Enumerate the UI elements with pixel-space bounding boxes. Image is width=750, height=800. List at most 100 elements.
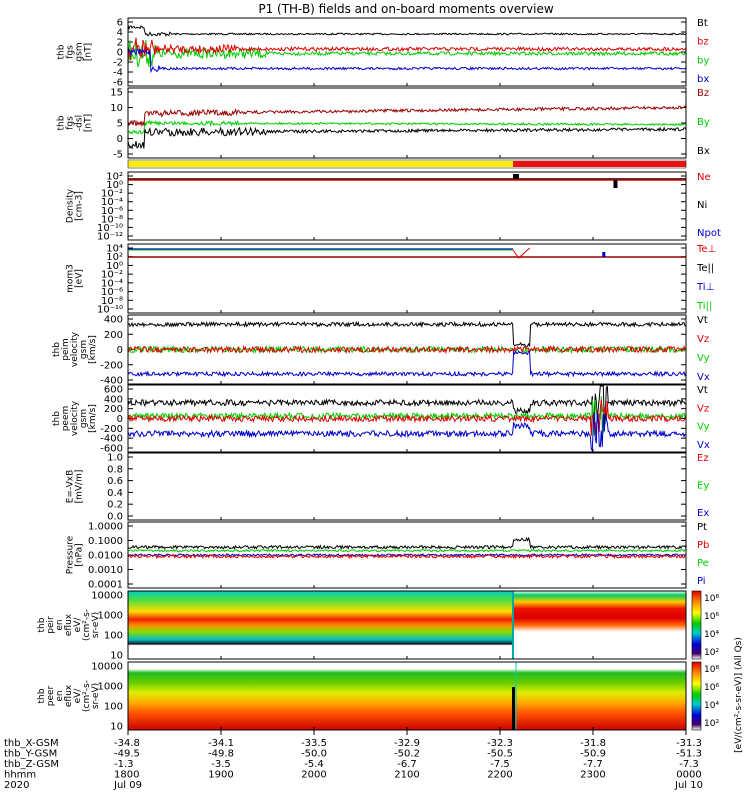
legend-vz-label: Vz <box>697 403 709 414</box>
ylabel-line: [nPa] <box>75 543 85 566</box>
ylabel-line: en <box>55 690 65 701</box>
y-tick-label: -400 <box>100 434 123 445</box>
orbit-value: -50.5 <box>487 749 513 760</box>
orbit-value: 1800 <box>114 770 139 781</box>
panel-2-ylabel: thb fgs -dsl [nT] <box>57 114 94 132</box>
y-tick-label: 15 <box>110 88 123 99</box>
y-tick-label: 10000 <box>91 591 123 602</box>
density-spike <box>613 180 618 188</box>
panel-9-ylabel: thb peir en eflux eV/(cm²-s-sr-eV) <box>37 609 101 641</box>
orbit-value: -50.0 <box>301 749 327 760</box>
orbit-value: -7.3 <box>679 759 699 770</box>
y-tick-label: 10⁻⁴ <box>101 278 123 289</box>
y-tick-label: 0.2 <box>107 500 123 511</box>
series-vx-line <box>127 350 687 378</box>
y-tick-label: 0.0 <box>107 512 123 523</box>
panel-5: thb peim velocity gsm [km/s] 400 200 0 -200 -400 V… <box>52 315 710 387</box>
ylabel-line: thb <box>57 44 67 59</box>
y-tick-label: 10² <box>106 172 123 183</box>
panel-2-lines <box>127 105 687 150</box>
panel-9-spectrogram <box>128 591 686 659</box>
panel-6-lines <box>127 385 687 453</box>
orbit-value: -49.5 <box>114 749 140 760</box>
y-tick-label: 4 <box>117 28 123 39</box>
y-tick-label: 10000 <box>91 662 123 673</box>
panel-1-lines <box>127 24 687 74</box>
ylabel-line: gsm <box>79 340 89 359</box>
panel-7: E=-VxB [mV/m] 1.00.80.60.40.20.0 Ez Ey Ex <box>66 453 710 523</box>
y-tick-label: 0.6 <box>107 476 123 487</box>
y-tick-label: -2 <box>113 58 123 69</box>
ylabel-line: [mV/m] <box>75 470 85 504</box>
legend-pi-label: Pi <box>697 576 706 587</box>
panel-3: Density [cm-3] 10²10⁰10⁻²10⁻⁴10⁻⁶10⁻⁸10⁻¹⁰… <box>66 172 721 243</box>
panel-8-ylabel: Pressure [nPa] <box>66 535 85 574</box>
ylabel-line: [nT] <box>84 43 94 61</box>
series-bz-line <box>127 37 687 61</box>
plot-title: P1 (TH-B) fields and on-board moments ov… <box>258 2 554 16</box>
y-tick-label: 10 <box>110 651 123 662</box>
legend-by-label: By <box>697 117 710 128</box>
orbit-value: 2300 <box>580 770 605 781</box>
panel-1-frame <box>127 17 687 87</box>
legend-by-label: by <box>697 55 709 66</box>
y-tick-label: 10⁻⁶ <box>101 206 123 217</box>
series-vy-line <box>128 396 687 436</box>
y-tick-label: 600 <box>104 385 123 396</box>
y-tick-label: 1000 <box>98 611 123 622</box>
ylabel-line: eflux <box>64 684 74 707</box>
colorbar-tick-label: 10⁸ <box>704 665 719 675</box>
y-tick-label: 400 <box>104 315 123 326</box>
ylabel-line: Density <box>66 188 76 223</box>
y-tick-label: 0 <box>117 48 123 59</box>
ylabel-line: mom3 <box>66 264 76 293</box>
ylabel-line: peir <box>46 616 56 634</box>
orbit-value: 2000 <box>301 770 326 781</box>
colorbar-tick-label: 10² <box>704 648 719 658</box>
mode-segment <box>128 161 514 167</box>
legend-te-label: Te⊥ <box>696 244 716 255</box>
y-tick-label: -200 <box>100 360 123 371</box>
panel-3-ylabel: Density [cm-3] <box>66 188 85 223</box>
series-pt-line <box>127 536 687 550</box>
density-spike <box>513 174 520 179</box>
ylabel-line: eV/ <box>73 617 83 633</box>
y-tick-label: 10⁻⁴ <box>101 197 123 208</box>
legend-bt-label: Bt <box>697 18 708 29</box>
ylabel-line: sr-eV) <box>91 683 101 709</box>
y-tick-label: 0 <box>117 134 123 145</box>
y-tick-label: 10⁴ <box>106 244 123 255</box>
series-bz-line <box>127 105 687 128</box>
panel-10-ylabel: thb peer en eflux eV/(cm²-s-sr-eV) <box>37 680 101 712</box>
panel-10-spectrogram <box>128 662 686 730</box>
orbit-value: -7.7 <box>583 759 603 770</box>
legend-vz-label: Vz <box>697 334 709 345</box>
ylabel-line: (cm²-s- <box>82 680 92 712</box>
series-vx-line <box>127 411 687 453</box>
ylabel-line: (cm²-s- <box>82 609 92 641</box>
series-bx-line <box>127 126 687 150</box>
orbit-row-label: thb_Y-GSM <box>4 749 57 760</box>
orbit-value: -33.5 <box>301 738 327 749</box>
orbit-value: -50.9 <box>580 749 606 760</box>
legend-te-label: Te|| <box>696 263 714 274</box>
temp-spike <box>602 252 606 257</box>
series-vz-line <box>127 399 687 436</box>
orbit-value: Jul 10 <box>674 780 703 791</box>
ylabel-line: velocity <box>70 400 80 436</box>
panel-3-lines <box>128 174 686 188</box>
y-tick-label: 0.1000 <box>88 536 123 547</box>
panel-2: thb fgs -dsl [nT] 15 10 5 0 -5 Bz By Bx <box>57 88 710 161</box>
ylabel-line: -dsl <box>75 115 85 131</box>
legend-vx-label: Vx <box>697 440 710 451</box>
y-tick-label: 0.0001 <box>88 580 123 591</box>
ylabel-line: [nT] <box>84 114 94 132</box>
series-vz-line <box>127 344 687 355</box>
legend-vt-label: Vt <box>697 385 708 396</box>
legend-ex-label: Ex <box>697 508 709 519</box>
y-tick-label: -200 <box>100 424 123 435</box>
y-tick-label: -400 <box>100 376 123 387</box>
